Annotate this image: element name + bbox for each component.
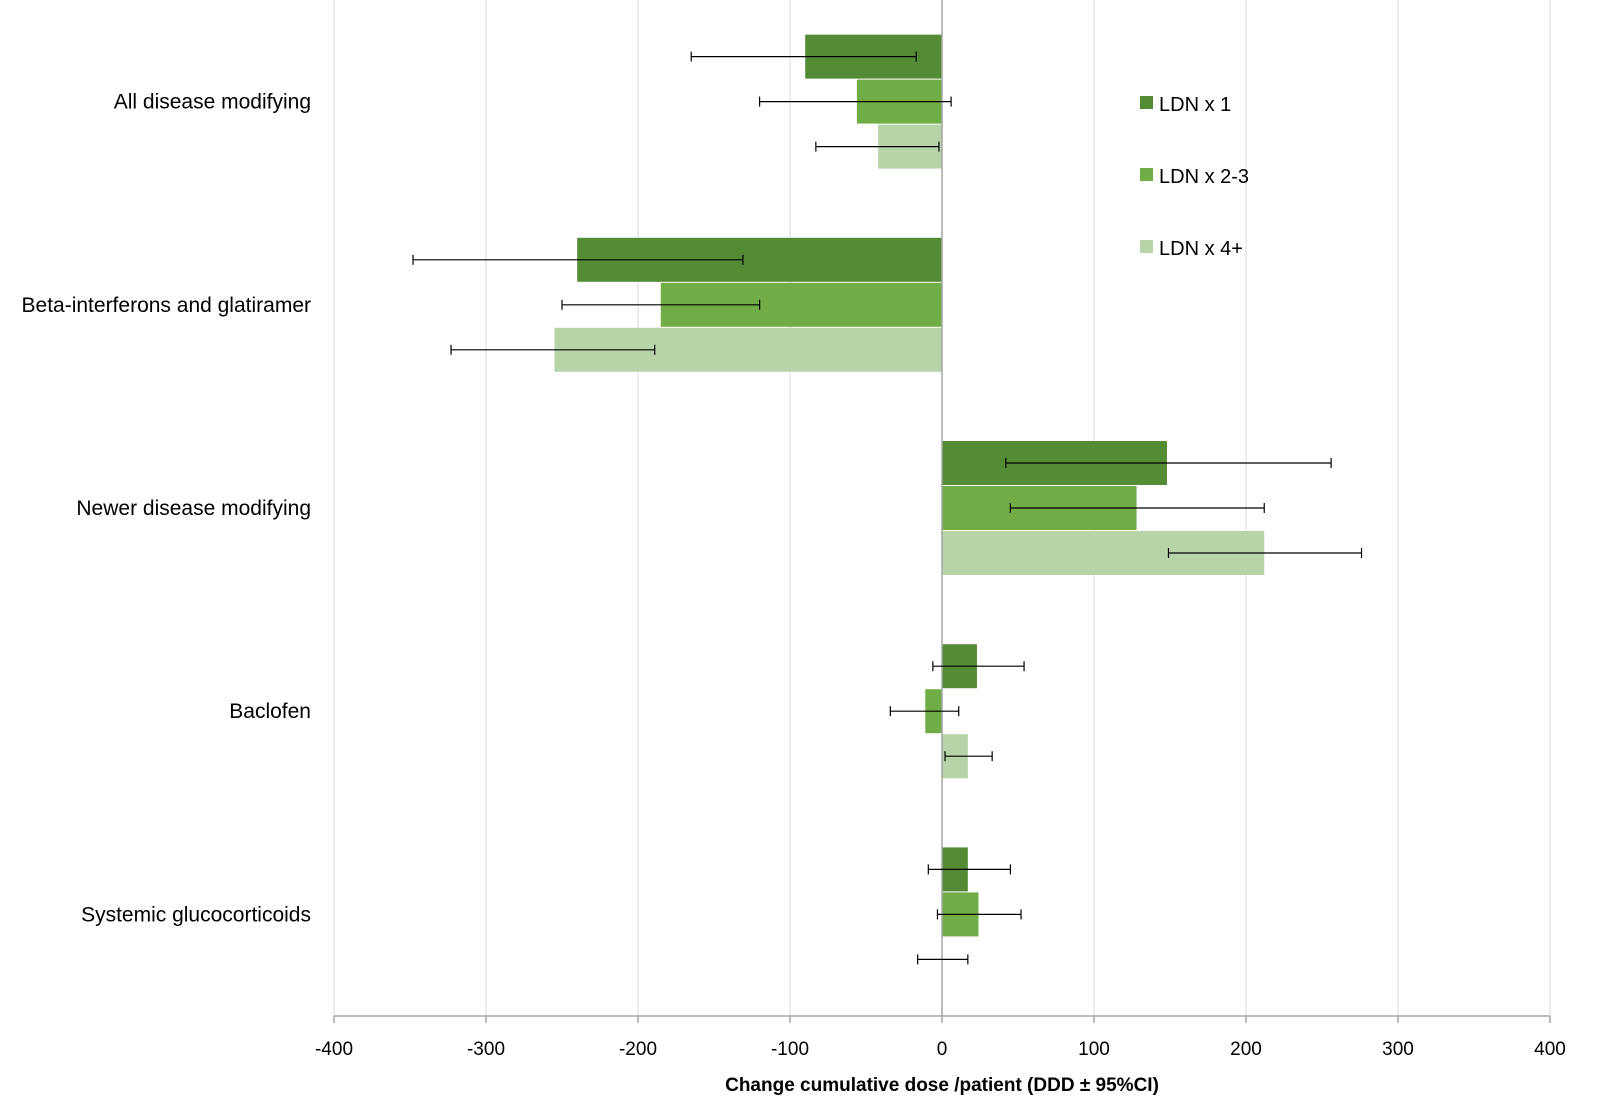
x-tick-label: 100 — [1078, 1039, 1110, 1060]
x-tick-label: 200 — [1230, 1039, 1262, 1060]
category-label: Baclofen — [229, 700, 311, 723]
labels: All disease modifying Beta-interferons an… — [22, 91, 1566, 1096]
legend-swatch — [1140, 168, 1153, 181]
x-axis-title: Change cumulative dose /patient (DDD ± 9… — [725, 1075, 1159, 1096]
x-tick-label: -300 — [467, 1039, 505, 1060]
legend-label: LDN x 4+ — [1159, 238, 1243, 260]
x-tick-label: -100 — [771, 1039, 809, 1060]
x-tick-label: 400 — [1534, 1039, 1566, 1060]
x-tick-label: 0 — [937, 1039, 948, 1060]
x-tick-label: 300 — [1382, 1039, 1414, 1060]
axes — [333, 0, 1551, 1023]
category-label: Systemic glucocorticoids — [81, 903, 311, 926]
legend-label: LDN x 2-3 — [1159, 166, 1249, 188]
legend-label: LDN x 1 — [1159, 94, 1231, 116]
category-label: Newer disease modifying — [76, 497, 311, 520]
category-label: Beta-interferons and glatiramer — [22, 294, 311, 317]
legend-swatch — [1140, 240, 1153, 253]
x-tick-label: -400 — [315, 1039, 353, 1060]
x-tick-label: -200 — [619, 1039, 657, 1060]
error-bars — [412, 51, 1363, 965]
legend: LDN x 1 LDN x 2-3 LDN x 4+ — [1140, 94, 1249, 260]
bars — [554, 34, 1265, 937]
category-label: All disease modifying — [114, 91, 311, 114]
legend-swatch — [1140, 96, 1153, 109]
